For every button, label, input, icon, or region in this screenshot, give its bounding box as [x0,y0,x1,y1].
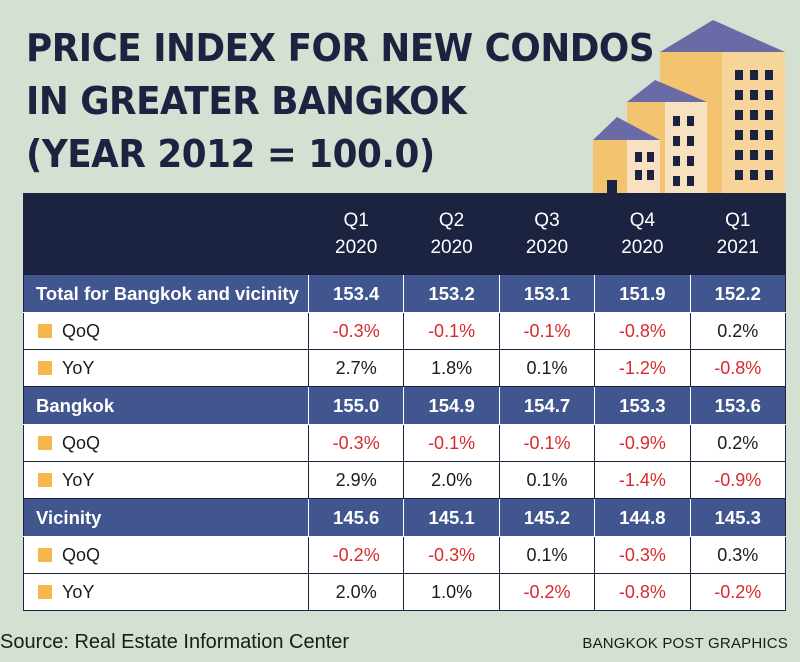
change-value: -0.1% [403,312,500,350]
change-value: -0.8% [594,312,691,350]
change-label: YoY [62,357,95,378]
index-value: 151.9 [594,274,691,313]
change-label-cell: QoQ [23,536,309,574]
graphics-credit: BANGKOK POST GRAPHICS [582,635,788,652]
change-value: -0.9% [689,461,787,499]
change-row: QoQ -0.3% -0.1% -0.1% -0.9% 0.2% [23,424,787,462]
marker-square-icon [38,584,52,599]
change-value: 2.9% [307,461,405,499]
index-value: 154.9 [403,386,500,425]
change-row: QoQ -0.2% -0.3% 0.1% -0.3% 0.3% [23,536,787,574]
group-label: Total for Bangkok and vicinity [23,274,309,313]
column-header: Q4 2020 [594,193,691,275]
group-row: Total for Bangkok and vicinity 153.4 153.2… [23,274,787,313]
change-label: YoY [62,581,95,602]
change-label-cell: QoQ [23,424,309,462]
column-header: Q1 2021 [689,193,787,275]
title-line-3: (YEAR 2012 = 100.0) [26,132,435,176]
column-header: Q3 2020 [498,193,596,275]
title-line-1: PRICE INDEX FOR NEW CONDOS [26,26,655,70]
change-row: YoY 2.0% 1.0% -0.2% -0.8% -0.2% [23,573,787,611]
change-value: 0.1% [498,461,596,499]
change-value: 1.8% [403,349,500,387]
chart-title: PRICE INDEX FOR NEW CONDOS IN GREATER BA… [26,22,655,181]
index-value: 145.2 [498,498,596,537]
header-row: Q1 2020 Q2 2020 Q3 2020 Q4 2020 Q1 2021 [23,193,787,275]
index-value: 153.6 [689,386,787,425]
header-corner [23,193,309,275]
change-value: -0.3% [594,536,691,574]
index-value: 144.8 [594,498,691,537]
change-label: YoY [62,469,95,490]
change-value: 2.0% [307,573,405,611]
change-label-cell: YoY [23,349,309,387]
change-value: 0.3% [689,536,787,574]
change-row: YoY 2.9% 2.0% 0.1% -1.4% -0.9% [23,461,787,499]
index-value: 153.1 [498,274,596,313]
index-value: 154.7 [498,386,596,425]
change-value: -0.2% [307,536,405,574]
change-value: -1.4% [594,461,691,499]
change-value: -1.2% [594,349,691,387]
title-line-2: IN GREATER BANGKOK [26,79,467,123]
change-value: -0.8% [594,573,691,611]
change-label-cell: YoY [23,461,309,499]
change-value: -0.2% [498,573,596,611]
change-label: QoQ [62,544,101,565]
change-value: -0.2% [689,573,787,611]
index-value: 145.3 [689,498,787,537]
index-value: 145.6 [307,498,405,537]
change-value: -0.3% [307,424,405,462]
change-value: -0.9% [594,424,691,462]
marker-square-icon [38,323,52,338]
change-label: QoQ [62,432,101,453]
price-index-table: Q1 2020 Q2 2020 Q3 2020 Q4 2020 Q1 2021 Total… [23,193,787,611]
index-value: 145.1 [403,498,500,537]
change-value: 0.2% [689,312,787,350]
marker-square-icon [38,472,52,487]
condo-buildings-illustration [593,20,785,197]
change-value: 0.1% [498,349,596,387]
index-value: 155.0 [307,386,405,425]
column-header: Q1 2020 [307,193,405,275]
change-label: QoQ [62,320,101,341]
change-label-cell: QoQ [23,312,309,350]
change-value: 0.1% [498,536,596,574]
index-value: 153.3 [594,386,691,425]
change-row: YoY 2.7% 1.8% 0.1% -1.2% -0.8% [23,349,787,387]
change-value: 1.0% [403,573,500,611]
change-value: -0.8% [689,349,787,387]
index-value: 152.2 [689,274,787,313]
change-value: -0.1% [403,424,500,462]
group-row: Vicinity 145.6 145.1 145.2 144.8 145.3 [23,498,787,537]
change-value: 2.0% [403,461,500,499]
marker-square-icon [38,360,52,375]
change-value: 2.7% [307,349,405,387]
column-header: Q2 2020 [403,193,500,275]
change-value: -0.1% [498,312,596,350]
change-value: -0.1% [498,424,596,462]
source-note: Source: Real Estate Information Center [0,631,350,653]
change-label-cell: YoY [23,573,309,611]
change-value: -0.3% [403,536,500,574]
group-label: Bangkok [23,386,309,425]
group-label: Vicinity [23,498,309,537]
change-value: 0.2% [689,424,787,462]
marker-square-icon [38,435,52,450]
marker-square-icon [38,547,52,562]
change-value: -0.3% [307,312,405,350]
group-row: Bangkok 155.0 154.9 154.7 153.3 153.6 [23,386,787,425]
index-value: 153.4 [307,274,405,313]
index-value: 153.2 [403,274,500,313]
change-row: QoQ -0.3% -0.1% -0.1% -0.8% 0.2% [23,312,787,350]
